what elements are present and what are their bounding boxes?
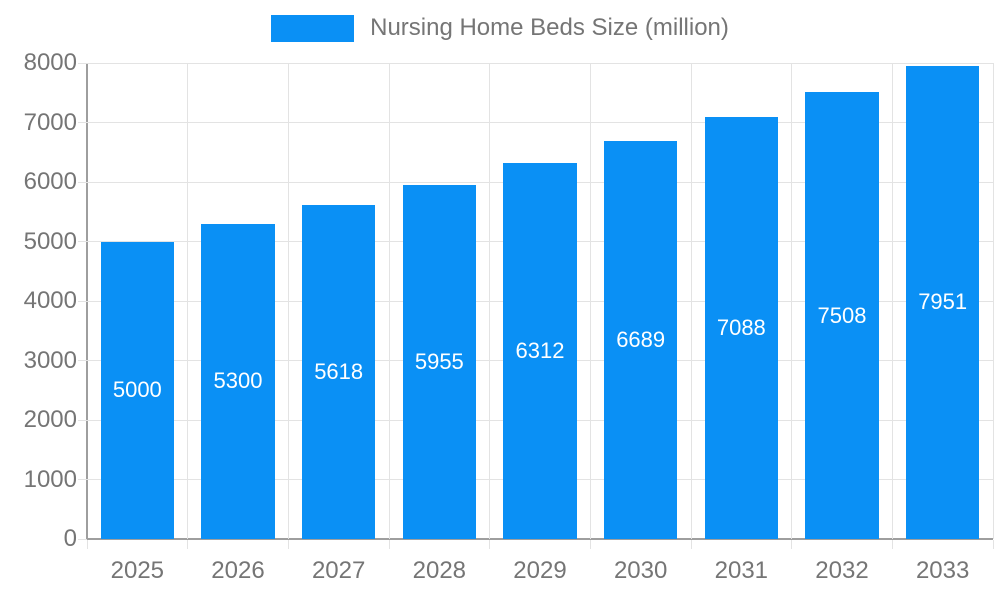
bar-value-label: 7088 — [716, 315, 766, 341]
v-gridline — [287, 63, 289, 539]
x-tick — [589, 540, 591, 549]
bar-value-label: 5300 — [213, 368, 263, 394]
y-tick-label: 3000 — [23, 346, 77, 374]
y-tick — [78, 181, 87, 183]
x-tick — [287, 540, 289, 549]
v-gridline — [589, 63, 591, 539]
bar-value-label: 5955 — [414, 348, 464, 374]
bar-value-label: 6689 — [616, 327, 666, 352]
bar-2030[interactable]: 6689 — [603, 141, 678, 539]
y-tick-label: 2000 — [23, 406, 77, 433]
y-tick — [78, 479, 87, 480]
y-tick — [78, 538, 87, 540]
v-gridline — [992, 63, 994, 539]
y-tick-label: 0 — [63, 525, 77, 552]
x-tick — [791, 540, 793, 549]
x-tick-label: 2025 — [110, 557, 165, 584]
bar-value-label: 7951 — [918, 289, 968, 315]
legend-label: Nursing Home Beds Size (million) — [370, 14, 729, 41]
x-tick-label: 2028 — [412, 557, 467, 584]
bar-2029[interactable]: 6312 — [503, 163, 577, 539]
x-tick — [86, 540, 88, 549]
y-tick — [78, 122, 87, 123]
v-gridline — [791, 63, 793, 539]
x-tick — [891, 540, 893, 549]
x-tick-label: 2029 — [513, 557, 567, 584]
v-gridline — [690, 63, 692, 539]
v-gridline — [388, 63, 390, 539]
bar-2027[interactable]: 5618 — [301, 204, 376, 539]
x-tick — [489, 540, 491, 549]
bar-2031[interactable]: 7088 — [704, 117, 779, 539]
v-gridline — [489, 63, 491, 539]
x-tick-label: 2031 — [714, 557, 769, 584]
x-axis-line — [86, 538, 993, 540]
bar-2032[interactable]: 7508 — [805, 92, 879, 539]
y-tick — [78, 241, 87, 242]
h-gridline — [87, 62, 993, 64]
y-tick — [78, 360, 87, 361]
v-gridline — [891, 63, 893, 539]
bar-value-label: 5618 — [314, 358, 364, 384]
bar-2026[interactable]: 5300 — [201, 223, 275, 539]
y-tick-label: 4000 — [23, 287, 77, 314]
x-tick — [388, 540, 390, 549]
bar-2028[interactable]: 5955 — [402, 184, 477, 539]
x-tick-label: 2032 — [815, 557, 869, 584]
bar-value-label: 5000 — [112, 377, 162, 403]
y-tick — [78, 62, 87, 64]
bar-2025[interactable]: 5000 — [100, 241, 175, 539]
y-tick-label: 5000 — [23, 227, 77, 255]
h-gridline — [87, 122, 993, 123]
bar-value-label: 7508 — [817, 302, 867, 328]
x-tick — [690, 540, 692, 549]
x-tick — [187, 540, 189, 549]
bar-2033[interactable]: 7951 — [905, 65, 980, 539]
x-tick-label: 2033 — [915, 557, 970, 584]
y-tick-label: 1000 — [23, 465, 77, 493]
x-tick — [992, 540, 994, 549]
y-tick — [78, 300, 87, 302]
bar-value-label: 6312 — [515, 338, 565, 364]
x-tick-label: 2027 — [311, 557, 366, 584]
plot-area: 5000 5300 5618 5955 6312 6689 7088 7508 7951 — [78, 62, 994, 549]
legend-swatch — [271, 14, 355, 42]
y-tick-label: 6000 — [23, 168, 77, 195]
y-tick — [78, 419, 87, 421]
y-tick-label: 8000 — [23, 49, 77, 76]
v-gridline — [187, 63, 189, 539]
x-tick-label: 2030 — [613, 557, 668, 584]
legend[interactable]: Nursing Home Beds Size (million) — [0, 14, 1000, 42]
y-tick-label: 7000 — [23, 108, 77, 136]
x-tick-label: 2026 — [211, 557, 265, 584]
